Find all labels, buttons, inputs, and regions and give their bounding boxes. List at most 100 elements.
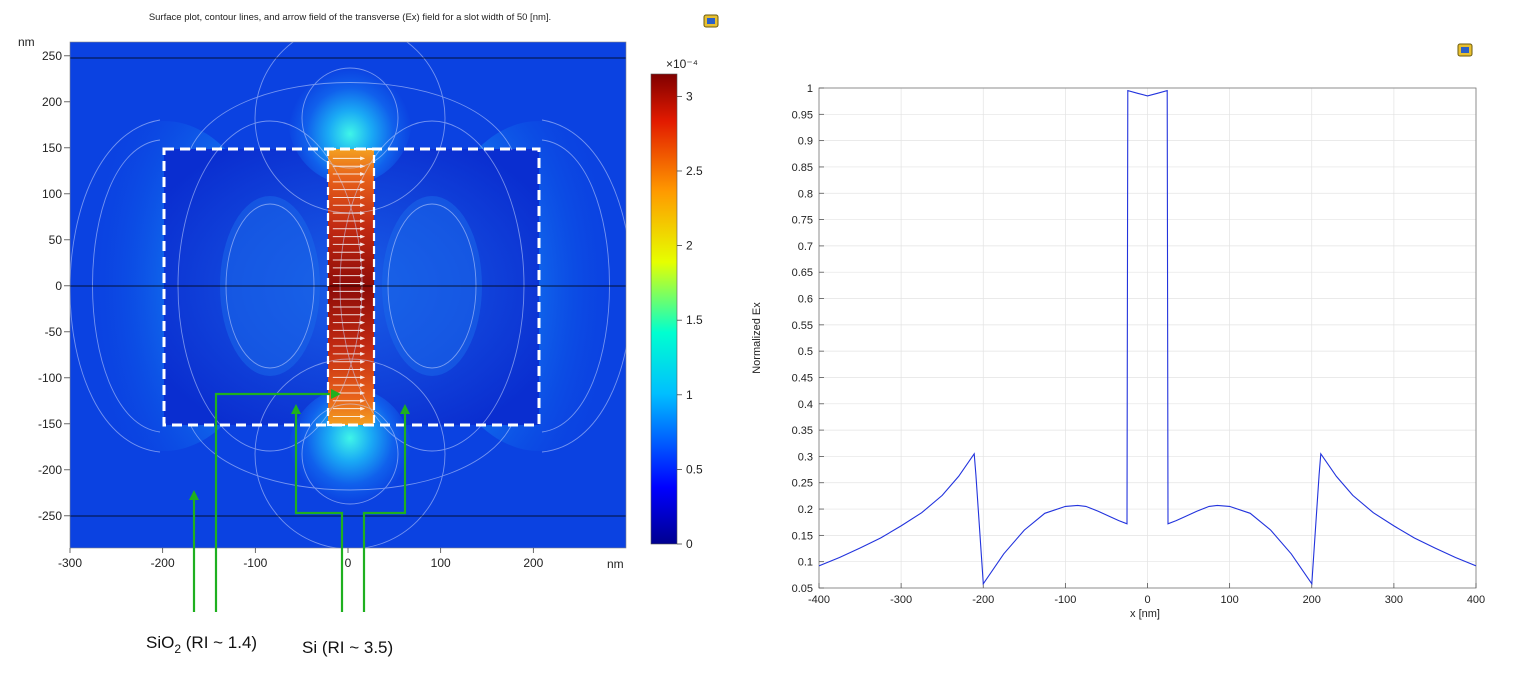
x-tick-label: 100 — [1220, 594, 1238, 606]
field-arrowhead — [360, 281, 366, 286]
x-tick-label: -300 — [890, 594, 912, 606]
field-arrowhead — [360, 414, 366, 419]
surface-y-tick-label: -200 — [38, 463, 62, 477]
surface-y-axis: 250 200 150 100 50 0 -50 -100 -150 -200 -250 — [38, 49, 70, 523]
y-tick-label: 0.05 — [792, 583, 813, 595]
y-tick-label: 0.5 — [798, 346, 813, 358]
colorbar-tick-label: 0 — [686, 537, 693, 551]
sio2-label-subscript: 2 — [174, 642, 181, 656]
y-tick-label: 0.55 — [792, 320, 813, 332]
y-tick-label: 0.2 — [798, 504, 813, 516]
colorbar-tick-label: 3 — [686, 89, 693, 103]
field-arrowhead — [360, 328, 366, 333]
y-tick-label: 0.85 — [792, 162, 813, 174]
field-arrowhead — [360, 172, 366, 177]
surface-y-tick-label: 0 — [55, 279, 62, 293]
surface-y-tick-label: 200 — [42, 95, 62, 109]
y-tick-label: 0.6 — [798, 294, 813, 306]
surface-x-unit: nm — [607, 557, 624, 571]
field-arrowhead — [360, 383, 366, 388]
surface-y-tick-label: -50 — [45, 325, 63, 339]
surface-x-tick-label: 100 — [431, 556, 451, 570]
colorbar-tick-label: 2.5 — [686, 164, 703, 178]
field-arrowhead — [360, 289, 366, 294]
x-tick-label: -400 — [808, 594, 830, 606]
line-x-label: x [nm] — [1130, 608, 1160, 620]
colorbar-exponent: ×10⁻⁴ — [666, 57, 698, 71]
y-tick-label: 0.35 — [792, 425, 813, 437]
surface-y-tick-label: -250 — [38, 509, 62, 523]
field-arrowhead — [360, 250, 366, 255]
line-toolbar-icon[interactable] — [1457, 43, 1473, 57]
surface-y-tick-label: 50 — [49, 233, 63, 247]
sio2-label-suffix: (RI ~ 1.4) — [181, 633, 257, 652]
field-arrowhead — [360, 398, 366, 403]
x-tick-label: -100 — [1054, 594, 1076, 606]
si-label: Si (RI ~ 3.5) — [302, 638, 393, 657]
line-y-axis: 1 0.95 0.9 0.85 0.8 0.75 0.7 0.65 0.6 0.55 0.5 0.45… — [792, 83, 824, 595]
y-tick-label: 0.1 — [798, 557, 813, 569]
surface-y-tick-label: 150 — [42, 141, 62, 155]
y-tick-label: 0.8 — [798, 188, 813, 200]
field-arrowhead — [360, 218, 366, 223]
y-tick-label: 0.4 — [798, 399, 813, 411]
field-arrowhead — [360, 359, 366, 364]
surface-x-tick-label: -300 — [58, 556, 82, 570]
y-tick-label: 0.7 — [798, 241, 813, 253]
y-tick-label: 0.45 — [792, 372, 813, 384]
normalized-ex-series — [819, 89, 1476, 586]
field-arrowhead — [360, 156, 366, 161]
field-arrowhead — [360, 203, 366, 208]
surface-x-tick-label: -200 — [151, 556, 175, 570]
field-arrowhead — [360, 367, 366, 372]
surface-y-unit: nm — [18, 35, 35, 49]
field-arrowhead — [360, 195, 366, 200]
x-tick-label: 200 — [1303, 594, 1321, 606]
colorbar-tick-label: 0.5 — [686, 462, 703, 476]
field-arrowhead — [360, 187, 366, 192]
x-tick-label: 0 — [1144, 594, 1150, 606]
field-arrowhead — [360, 375, 366, 380]
sio2-label-main: SiO — [146, 633, 174, 652]
x-tick-label: 300 — [1385, 594, 1403, 606]
y-tick-label: 0.15 — [792, 530, 813, 542]
field-arrowhead — [360, 258, 366, 263]
field-arrowhead — [360, 312, 366, 317]
y-tick-label: 0.75 — [792, 215, 813, 227]
colorbar-ticks: 0 0.5 1 1.5 2 2.5 3 — [677, 89, 703, 551]
figure-toolbar-icon[interactable] — [703, 14, 719, 28]
y-tick-label: 0.3 — [798, 451, 813, 463]
colorbar-tick-label: 1 — [686, 388, 693, 402]
slot-dashed-box — [326, 147, 376, 427]
surface-x-axis: -300 -200 -100 0 100 200 — [58, 548, 544, 570]
line-chart-grid — [818, 87, 1477, 589]
y-tick-label: 0.25 — [792, 478, 813, 490]
colorbar-tick-label: 2 — [686, 239, 693, 253]
field-arrowhead — [360, 351, 366, 356]
field-arrowhead — [360, 336, 366, 341]
colorbar — [650, 73, 678, 545]
surface-plot — [70, 42, 626, 548]
surface-x-tick-label: -100 — [243, 556, 267, 570]
x-tick-label: 400 — [1467, 594, 1485, 606]
y-tick-label: 0.95 — [792, 109, 813, 121]
surface-y-tick-label: 100 — [42, 187, 62, 201]
sio2-label: SiO2 (RI ~ 1.4) — [146, 633, 257, 656]
x-tick-label: -200 — [972, 594, 994, 606]
annotation-arrows — [192, 392, 407, 612]
surface-x-tick-label: 0 — [345, 556, 352, 570]
surface-plot-title: Surface plot, contour lines, and arrow f… — [149, 12, 551, 23]
field-arrowhead — [360, 320, 366, 325]
field-arrowhead — [360, 344, 366, 349]
line-x-axis: -400 -300 -200 -100 0 100 200 300 400 — [808, 583, 1485, 606]
field-arrowhead — [360, 406, 366, 411]
surface-y-tick-label: -150 — [38, 417, 62, 431]
y-tick-label: 0.65 — [792, 267, 813, 279]
field-arrowhead — [360, 234, 366, 239]
y-tick-label: 1 — [807, 83, 813, 95]
line-y-label: Normalized Ex — [751, 302, 763, 374]
colorbar-tick-label: 1.5 — [686, 313, 703, 327]
field-arrowhead — [360, 242, 366, 247]
surface-y-tick-label: 250 — [42, 49, 62, 63]
